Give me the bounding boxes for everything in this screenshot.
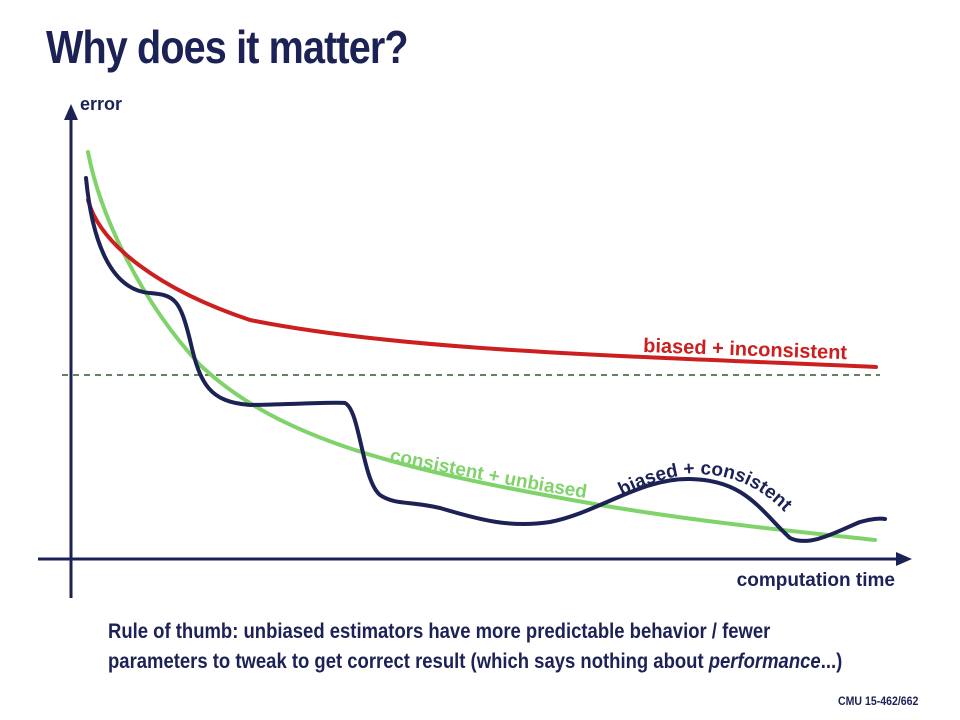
slide-title: Why does it matter? [46, 21, 409, 73]
course-footer: CMU 15-462/662 [838, 694, 919, 708]
y-axis-arrow [64, 104, 78, 120]
curve-biased-inconsistent [86, 198, 878, 369]
curve-biased-consistent [84, 176, 887, 543]
note-line-2-prefix: parameters to tweak to get correct resul… [108, 650, 709, 673]
rule-of-thumb-note: Rule of thumb: unbiased estimators have … [108, 617, 847, 677]
note-line-2-suffix: ...) [820, 650, 843, 673]
label-consistent-unbiased: consistent + unbiased [388, 445, 588, 503]
note-emphasis-performance: performance [708, 650, 821, 673]
x-axis-label: computation time [737, 570, 895, 591]
label-consistent-unbiased-text: consistent + unbiased [388, 445, 588, 503]
y-axis-label: error [80, 94, 122, 114]
note-line-1: Rule of thumb: unbiased estimators have … [108, 620, 771, 643]
label-biased-consistent-text: biased + consistent [615, 458, 796, 516]
label-biased-consistent: biased + consistent [615, 458, 796, 516]
note-line-2: parameters to tweak to get correct resul… [108, 647, 847, 677]
x-axis-arrow [896, 552, 912, 566]
